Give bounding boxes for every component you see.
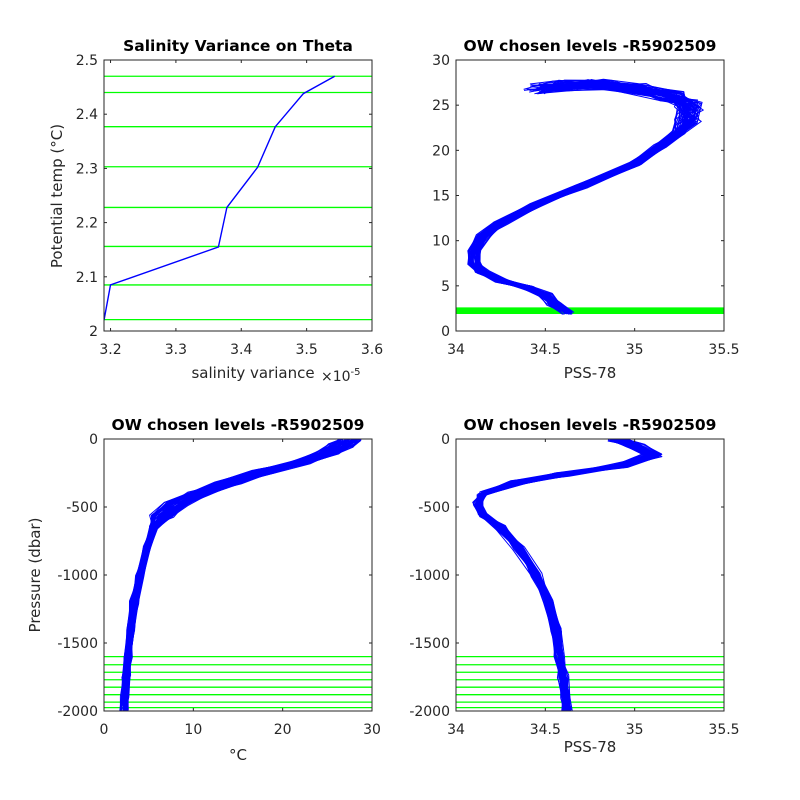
pressure-temperature-plot-area: 0 10 20 30 -2000 -1500 -1000 -500 0 (57, 432, 381, 738)
profile-line (476, 439, 644, 710)
profile-line (122, 439, 354, 711)
x-tick-label: 3.6 (361, 342, 383, 358)
pressure-temperature-title: OW chosen levels -R5902509 (112, 416, 365, 434)
y-tick-label: 0 (89, 432, 98, 448)
x-tick-label: 34.5 (530, 342, 561, 358)
y-tick-label: -1500 (57, 636, 98, 652)
y-tick-label: -1000 (57, 568, 98, 584)
x-tick-label: 3.5 (296, 342, 318, 358)
variance-x-label: salinity variance (191, 364, 314, 382)
x-tick-label: 34 (447, 342, 465, 358)
profile-line (123, 439, 351, 710)
y-tick-label: 2.3 (76, 161, 98, 177)
x-tick-label: 0 (100, 722, 109, 738)
variance-title: Salinity Variance on Theta (123, 37, 353, 55)
pressure-temperature-chart: OW chosen levels -R5902509 0 10 20 30 -2000 -… (26, 416, 381, 764)
profile-line (123, 439, 343, 711)
y-tick-label: 2 (89, 324, 98, 340)
y-tick-label: -1000 (409, 568, 450, 584)
y-tick-label: 10 (432, 234, 450, 250)
profile-line (472, 85, 698, 313)
theta-salinity-x-label: PSS-78 (564, 364, 617, 382)
variance-series-line (104, 75, 336, 321)
variance-y-label: Potential temp (°C) (48, 124, 66, 268)
axes-background (104, 60, 372, 331)
x-tick-label: 34 (447, 722, 465, 738)
x-tick-label: 35 (626, 722, 644, 738)
profile-line (477, 439, 654, 711)
pressure-salinity-x-label: PSS-78 (564, 738, 617, 756)
pressure-salinity-title: OW chosen levels -R5902509 (464, 416, 717, 434)
axes-frame (103, 59, 373, 332)
plot-marks (456, 439, 724, 711)
axes-background (456, 439, 724, 711)
x-tick-label: 35.5 (708, 342, 739, 358)
pressure-temperature-x-label: °C (229, 746, 247, 764)
y-tick-label: -2000 (409, 704, 450, 720)
x-tick-label: 20 (274, 722, 292, 738)
y-tick-label: -500 (66, 500, 98, 516)
plot-marks (456, 78, 724, 315)
y-tick-label: 5 (441, 279, 450, 295)
y-tick-label: 0 (441, 324, 450, 340)
y-tick-label: 2.2 (76, 216, 98, 232)
y-tick-label: 20 (432, 143, 450, 159)
pressure-salinity-chart: OW chosen levels -R5902509 34 34.5 35 35.5 -… (409, 416, 739, 756)
y-tick-label: -1500 (409, 636, 450, 652)
x-tick-label: 3.3 (165, 342, 187, 358)
y-tick-label: 0 (441, 432, 450, 448)
theta-salinity-plot-area: 34 34.5 35 35.5 0 5 10 15 20 25 30 (432, 53, 739, 358)
x-tick-label: 3.2 (99, 342, 121, 358)
pressure-salinity-plot-area: 34 34.5 35 35.5 -2000 -1500 -1000 -500 0 (409, 432, 739, 738)
y-tick-label: 15 (432, 189, 450, 205)
plot-marks (104, 75, 372, 321)
variance-x-exponent: ×10-5 (321, 367, 361, 385)
x-tick-label: 35.5 (708, 722, 739, 738)
variance-chart: Salinity Variance on Theta 3.2 3.3 3.4 3.5 3… (48, 37, 383, 385)
x-tick-label: 10 (184, 722, 202, 738)
x-tick-label: 3.4 (230, 342, 252, 358)
theta-salinity-chart: OW chosen levels -R5902509 34 34.5 35 35.5 0… (432, 37, 739, 382)
theta-salinity-title: OW chosen levels -R5902509 (464, 37, 717, 55)
plot-marks (104, 439, 372, 711)
y-tick-label: 25 (432, 98, 450, 114)
y-tick-label: 2.1 (76, 270, 98, 286)
x-tick-label: 30 (363, 722, 381, 738)
y-tick-label: -500 (418, 500, 450, 516)
y-tick-label: -2000 (57, 704, 98, 720)
y-tick-label: 2.4 (76, 107, 98, 123)
x-tick-label: 34.5 (530, 722, 561, 738)
y-tick-label: 2.5 (76, 53, 98, 69)
y-tick-label: 30 (432, 53, 450, 69)
profile-line (475, 439, 656, 711)
x-tick-label: 35 (626, 342, 644, 358)
variance-plot-area: 3.2 3.3 3.4 3.5 3.6 2 2.1 2.2 2.3 2.4 2.5 (76, 53, 383, 358)
profile-line (476, 80, 703, 313)
pressure-temperature-y-label: Pressure (dbar) (26, 518, 44, 633)
